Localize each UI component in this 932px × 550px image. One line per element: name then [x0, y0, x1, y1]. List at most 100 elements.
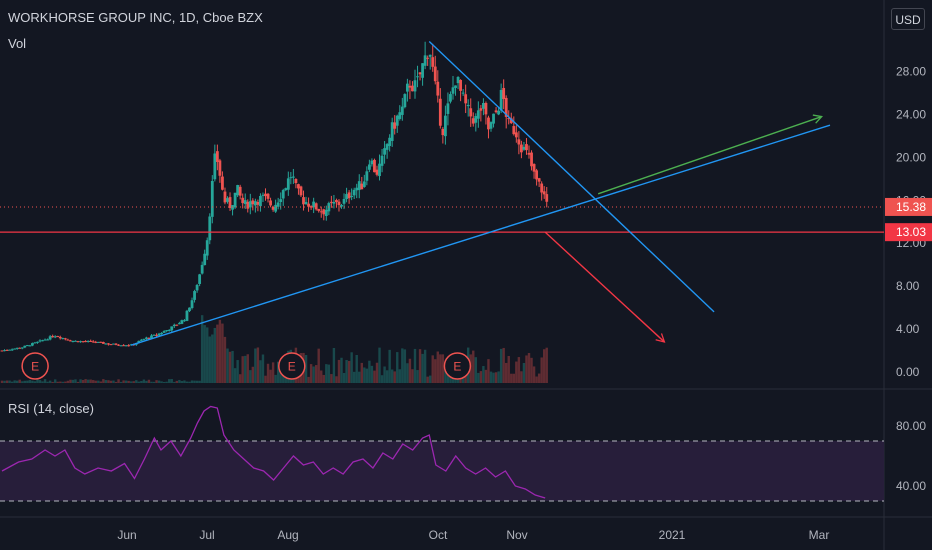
volume-bar	[418, 349, 422, 383]
candle	[195, 284, 199, 291]
volume-bar	[543, 349, 546, 383]
volume-bar	[175, 380, 179, 383]
volume-bar	[355, 354, 358, 383]
volume-bar	[228, 351, 232, 383]
volume-bar	[398, 369, 401, 383]
volume-bar	[428, 375, 432, 383]
red-arrow[interactable]	[544, 231, 665, 343]
candle	[494, 110, 498, 113]
candle	[322, 209, 326, 215]
candle	[433, 66, 437, 82]
volume-bar	[330, 374, 333, 383]
candles	[0, 41, 884, 352]
volume-bar	[345, 360, 348, 383]
candle	[107, 343, 110, 345]
candle	[461, 92, 465, 94]
rsi-band-fill	[0, 441, 884, 501]
volume-bar	[89, 379, 92, 383]
candle	[276, 202, 280, 207]
volume-bar	[249, 370, 252, 383]
volume-bar	[269, 369, 272, 383]
volume-bar	[472, 350, 475, 383]
candle	[352, 189, 356, 196]
candle	[53, 336, 57, 338]
candle	[51, 336, 55, 338]
volume-bar	[137, 381, 141, 383]
candle	[23, 345, 27, 348]
volume-bar	[474, 357, 477, 383]
earnings-marker-label: E	[288, 360, 296, 374]
earnings-marker[interactable]	[278, 352, 306, 380]
candle	[390, 122, 394, 141]
earnings-marker[interactable]	[443, 352, 472, 380]
candle	[408, 85, 412, 88]
candle	[28, 345, 32, 347]
volume-bar	[535, 376, 538, 383]
candle	[20, 347, 24, 349]
rsi-label[interactable]: RSI (14, close)	[8, 401, 94, 416]
volume-bar	[178, 379, 181, 383]
volume-bar	[461, 376, 465, 383]
time-tick-label: 2021	[659, 528, 686, 542]
trendline-up[interactable]	[130, 124, 831, 346]
candle	[332, 201, 336, 204]
volume-bar	[208, 336, 211, 383]
candle	[337, 201, 341, 205]
candle	[86, 340, 90, 342]
candle	[540, 183, 544, 193]
volume-bar	[213, 327, 217, 383]
volume-bar	[10, 381, 14, 383]
candle	[474, 116, 478, 123]
candle	[243, 200, 247, 204]
green-arrow-head[interactable]	[812, 114, 824, 124]
volume-bar	[388, 349, 391, 383]
volume-bar	[540, 357, 543, 383]
candle	[205, 240, 209, 256]
candle	[302, 197, 305, 205]
candle	[307, 203, 310, 207]
green-arrow[interactable]	[597, 115, 822, 195]
volume-bar	[76, 381, 80, 383]
candle	[380, 155, 384, 166]
volume-bar	[512, 373, 516, 383]
volume-bar	[185, 381, 189, 383]
volume-bar	[421, 353, 424, 383]
candle	[507, 118, 511, 120]
candle	[438, 98, 442, 126]
candle	[274, 204, 278, 212]
volume-bar	[274, 374, 277, 383]
candle	[8, 349, 12, 351]
trendline-down[interactable]	[428, 40, 715, 313]
time-tick-label: Aug	[277, 528, 298, 542]
volume-bar	[38, 380, 42, 383]
volume-bar	[312, 366, 315, 383]
candle	[416, 76, 419, 78]
drawings[interactable]	[0, 40, 884, 346]
volume-bar	[515, 361, 518, 383]
candle	[451, 87, 455, 94]
volume-bar	[36, 379, 39, 383]
time-tick-label: Nov	[506, 528, 527, 542]
currency-button[interactable]: USD	[891, 8, 925, 30]
volume-bar	[61, 381, 65, 383]
candle	[251, 200, 255, 205]
candle	[150, 335, 153, 339]
red-arrow-head[interactable]	[655, 333, 666, 343]
candle	[137, 340, 141, 343]
volume-bar	[74, 379, 77, 383]
candle	[3, 350, 6, 352]
volume-bar	[157, 380, 161, 383]
volume-bar	[385, 370, 389, 383]
volume-bar	[66, 380, 70, 383]
volume-bar	[492, 372, 495, 383]
volume-bar	[244, 355, 247, 383]
earnings-marker[interactable]	[21, 352, 49, 380]
candle	[269, 200, 272, 206]
candle	[319, 211, 323, 213]
volume-bar	[484, 369, 488, 383]
volume-bar	[180, 381, 184, 383]
volume-bar	[81, 380, 85, 383]
candle	[152, 334, 156, 336]
